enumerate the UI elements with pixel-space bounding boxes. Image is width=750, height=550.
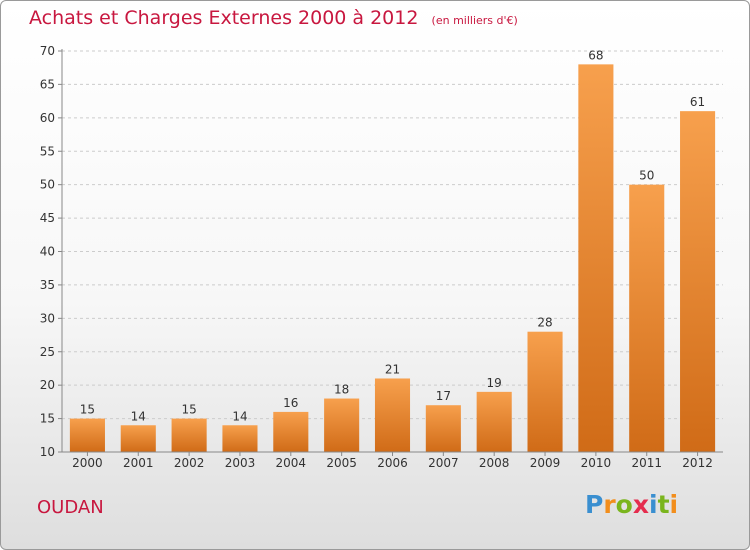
bar-2003 xyxy=(222,425,258,452)
data-label: 19 xyxy=(487,376,502,390)
y-tick-label: 45 xyxy=(40,211,55,225)
bar-2012 xyxy=(680,111,716,453)
y-tick-label: 25 xyxy=(40,345,55,359)
chart-unit: (en milliers d'€) xyxy=(431,14,518,27)
y-tick-label: 20 xyxy=(40,378,55,392)
logo-letter: r xyxy=(603,490,616,519)
bar-2002 xyxy=(171,418,207,452)
x-tick-label: 2002 xyxy=(174,456,205,470)
y-tick-label: 70 xyxy=(40,44,55,58)
y-tick-label: 40 xyxy=(40,245,55,259)
y-tick-label: 55 xyxy=(40,144,55,158)
logo-letter: x xyxy=(632,490,649,519)
x-tick-label: 2009 xyxy=(530,456,561,470)
x-tick-label: 2007 xyxy=(428,456,459,470)
bar-2005 xyxy=(324,398,360,452)
x-tick-label: 2004 xyxy=(276,456,307,470)
logo-letter: t xyxy=(657,490,670,519)
y-tick-label: 60 xyxy=(40,111,55,125)
bar-2006 xyxy=(374,378,411,452)
bar-2007 xyxy=(425,405,461,452)
x-tick-label: 2001 xyxy=(123,456,154,470)
chart-title-block: Achats et Charges Externes 2000 à 2012 (… xyxy=(29,7,518,29)
data-label: 14 xyxy=(232,409,247,423)
logo-letter: o xyxy=(615,490,633,519)
x-tick-label: 2008 xyxy=(479,456,510,470)
bar-2010 xyxy=(578,64,614,452)
bar-2011 xyxy=(629,184,665,452)
x-tick-label: 2006 xyxy=(377,456,408,470)
logo-letter: i xyxy=(669,490,679,519)
proxiti-logo: Proxiti xyxy=(585,490,678,519)
data-label: 50 xyxy=(639,169,654,183)
y-tick-label: 65 xyxy=(40,77,55,91)
data-label: 15 xyxy=(80,403,95,417)
data-label: 61 xyxy=(690,95,705,109)
x-tick-label: 2010 xyxy=(581,456,612,470)
y-tick-label: 50 xyxy=(40,178,55,192)
x-tick-label: 2012 xyxy=(682,456,713,470)
bar-2000 xyxy=(69,418,105,452)
data-label: 16 xyxy=(283,396,298,410)
data-label: 28 xyxy=(537,316,552,330)
x-tick-label: 2003 xyxy=(225,456,256,470)
axes: 10 15 20 25 30 35 40 45 50 55 60 65 70 2000 2001 2002 20… xyxy=(40,44,723,470)
x-tick-label: 2011 xyxy=(631,456,662,470)
data-label: 21 xyxy=(385,362,400,376)
logo-letter: P xyxy=(585,490,604,519)
x-tick-label: 2000 xyxy=(72,456,103,470)
data-label: 15 xyxy=(181,403,196,417)
y-tick-label: 30 xyxy=(40,311,55,325)
bar-2009 xyxy=(527,331,563,452)
bar-2001 xyxy=(120,425,156,452)
data-label: 18 xyxy=(334,383,349,397)
chart-title: Achats et Charges Externes 2000 à 2012 xyxy=(29,7,419,29)
logo-letter: i xyxy=(649,490,658,519)
y-tick-label: 15 xyxy=(40,412,55,426)
y-tick-label: 10 xyxy=(40,445,55,459)
bars: 15 14 15 14 16 18 21 17 19 28 68 50 61 xyxy=(69,48,716,453)
data-label: 14 xyxy=(131,409,146,423)
data-label: 68 xyxy=(588,48,603,62)
bar-2004 xyxy=(273,411,309,452)
x-tick-label: 2005 xyxy=(326,456,357,470)
bar-2008 xyxy=(476,391,512,452)
y-tick-label: 35 xyxy=(40,278,55,292)
commune-name: OUDAN xyxy=(37,497,104,518)
data-label: 17 xyxy=(436,389,451,403)
